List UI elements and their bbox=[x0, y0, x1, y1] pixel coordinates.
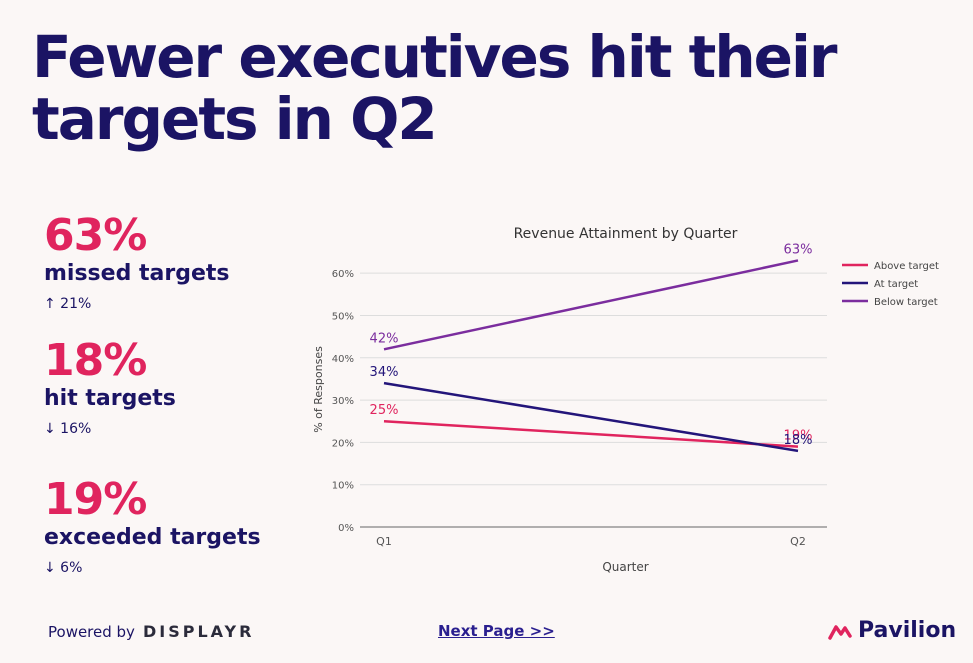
legend-label: Above target bbox=[874, 261, 939, 272]
stat-percent: 63% bbox=[44, 210, 147, 261]
stat-label: missed targets bbox=[44, 261, 230, 286]
pavilion-logo-icon bbox=[828, 624, 852, 640]
legend-label: At target bbox=[874, 279, 918, 290]
data-label: 18% bbox=[784, 433, 813, 448]
legend-label: Below target bbox=[874, 297, 938, 308]
y-tick-label: 50% bbox=[332, 311, 354, 322]
stat-label: hit targets bbox=[44, 386, 176, 411]
stat-hit: 18% hit targets ↓ 16% bbox=[44, 335, 176, 438]
stat-change: ↓ 6% bbox=[44, 560, 83, 576]
y-tick-label: 20% bbox=[332, 438, 354, 449]
data-label: 25% bbox=[370, 403, 399, 418]
powered-by-text: Powered by bbox=[48, 623, 135, 641]
y-tick-label: 30% bbox=[332, 396, 354, 407]
y-tick-label: 40% bbox=[332, 354, 354, 365]
y-tick-label: 60% bbox=[332, 269, 354, 280]
pavilion-logo: Pavilion bbox=[828, 618, 956, 643]
displayr-logo[interactable]: DISPLAYR bbox=[142, 622, 255, 641]
data-label: 34% bbox=[370, 365, 399, 380]
page-title: Fewer executives hit their targets in Q2 bbox=[32, 23, 837, 153]
powered-by: Powered by DISPLAYR bbox=[48, 622, 254, 641]
stat-percent: 19% bbox=[44, 474, 147, 525]
stat-exceeded: 19% exceeded targets ↓ 6% bbox=[44, 474, 261, 577]
data-label: 63% bbox=[784, 242, 813, 257]
stat-change: ↑ 21% bbox=[44, 296, 92, 312]
stat-percent: 18% bbox=[44, 335, 147, 386]
stat-label: exceeded targets bbox=[44, 525, 261, 550]
x-axis-label: Quarter bbox=[602, 560, 648, 574]
stat-change: ↓ 16% bbox=[44, 421, 92, 437]
pavilion-logo-text: Pavilion bbox=[858, 618, 957, 643]
y-axis-label: % of Responses bbox=[312, 346, 325, 433]
data-label: 42% bbox=[370, 331, 399, 346]
y-tick-label: 10% bbox=[332, 481, 354, 492]
chart-title: Revenue Attainment by Quarter bbox=[514, 226, 738, 242]
x-tick-label: Q2 bbox=[790, 535, 806, 548]
y-tick-label: 0% bbox=[338, 523, 354, 534]
stat-missed: 63% missed targets ↑ 21% bbox=[44, 210, 230, 313]
series-line-above-target bbox=[383, 419, 799, 448]
x-tick-label: Q1 bbox=[376, 535, 392, 548]
next-page-link[interactable]: Next Page >> bbox=[438, 622, 555, 640]
series-line-at-target bbox=[383, 381, 799, 453]
series-line-below-target bbox=[383, 259, 799, 351]
data-label: 19% bbox=[784, 429, 813, 444]
revenue-attainment-chart: Revenue Attainment by Quarter 0% 10% 20% 30%… bbox=[312, 226, 939, 574]
